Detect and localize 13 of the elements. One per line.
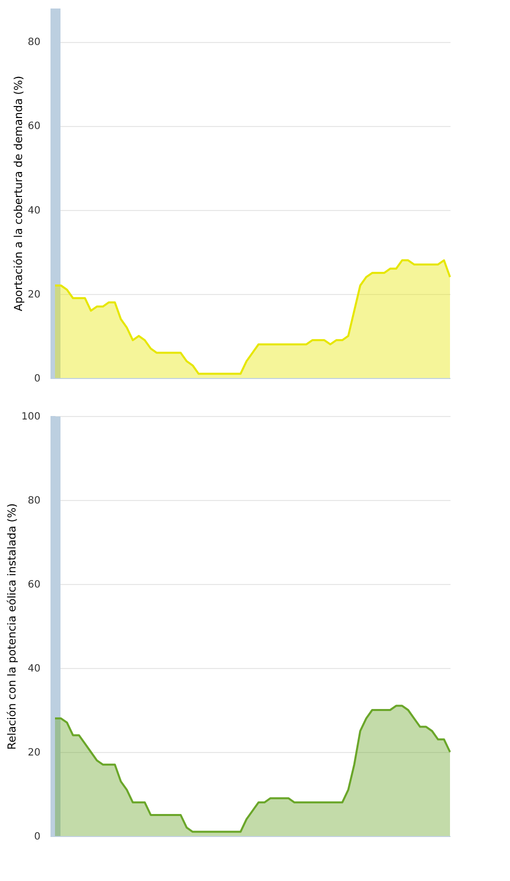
y-axis-title: Relación con la potencia eólica instalada (%) [5, 503, 18, 750]
y-tick-label: 40 [28, 664, 40, 674]
y-tick-label: 80 [28, 37, 40, 48]
y-tick-label: 100 [21, 412, 40, 422]
y-axis-title: Aportación a la cobertura de demanda (%) [12, 76, 25, 312]
y-tick-label: 40 [28, 205, 40, 216]
y-tick-label: 60 [28, 580, 40, 590]
y-tick-label: 20 [28, 289, 40, 300]
y-tick-label: 60 [28, 121, 40, 132]
y-tick-label: 20 [28, 748, 40, 758]
y-tick-label: 0 [34, 832, 40, 842]
y-tick-label: 80 [28, 496, 40, 506]
y-tick-label: 0 [34, 374, 40, 384]
